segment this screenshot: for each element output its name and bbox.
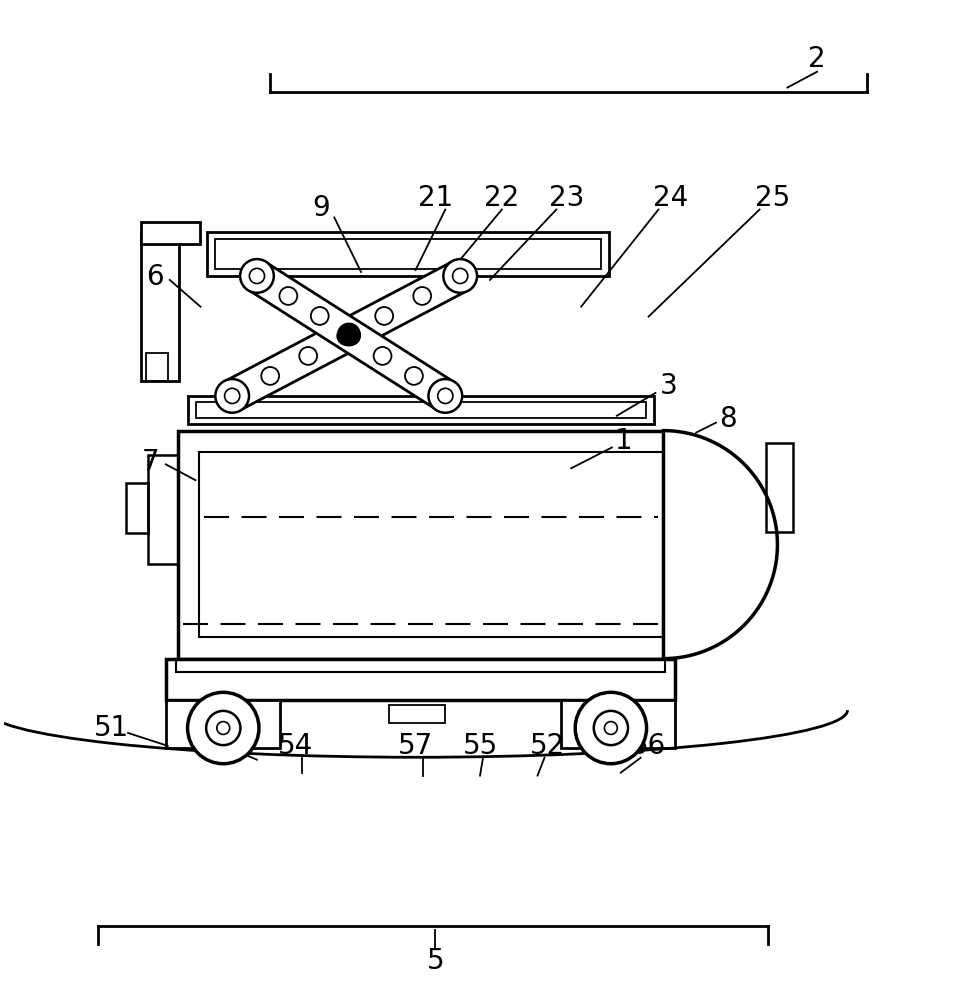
Text: 7: 7 — [142, 448, 159, 476]
Text: 51: 51 — [94, 714, 129, 742]
Text: 53: 53 — [203, 732, 238, 760]
Circle shape — [453, 268, 468, 284]
Text: 25: 25 — [755, 184, 790, 212]
Text: 6: 6 — [146, 263, 164, 291]
Bar — [765, 443, 793, 532]
Text: 55: 55 — [462, 732, 498, 760]
Text: 1: 1 — [615, 427, 633, 455]
Circle shape — [249, 268, 264, 284]
Circle shape — [299, 347, 317, 365]
Circle shape — [438, 388, 453, 403]
Text: 56: 56 — [631, 732, 666, 760]
Bar — [200, 452, 663, 637]
Text: 3: 3 — [659, 372, 677, 400]
Circle shape — [280, 287, 297, 305]
Bar — [148, 455, 178, 564]
Circle shape — [375, 307, 393, 325]
Bar — [178, 431, 663, 659]
Bar — [196, 402, 646, 418]
Circle shape — [443, 259, 477, 293]
Text: 8: 8 — [719, 405, 736, 433]
Bar — [187, 396, 653, 424]
Circle shape — [338, 324, 360, 345]
Circle shape — [405, 367, 423, 385]
Text: 24: 24 — [652, 184, 688, 212]
Polygon shape — [248, 262, 455, 410]
Text: 23: 23 — [548, 184, 584, 212]
Text: 52: 52 — [530, 732, 565, 760]
Circle shape — [593, 711, 628, 745]
Text: 54: 54 — [278, 732, 314, 760]
Circle shape — [262, 367, 279, 385]
Text: 22: 22 — [484, 184, 519, 212]
Circle shape — [575, 692, 647, 764]
Circle shape — [187, 692, 259, 764]
Circle shape — [311, 307, 329, 325]
Bar — [141, 232, 179, 381]
Circle shape — [217, 722, 230, 734]
Text: 2: 2 — [809, 45, 826, 73]
Bar — [126, 483, 148, 533]
Circle shape — [207, 711, 240, 745]
Bar — [389, 705, 445, 723]
Bar — [562, 700, 676, 748]
Circle shape — [373, 347, 392, 365]
Polygon shape — [225, 261, 468, 410]
Bar — [176, 659, 666, 672]
Circle shape — [215, 379, 249, 413]
Circle shape — [337, 327, 355, 345]
Bar — [141, 222, 201, 244]
Text: 5: 5 — [427, 947, 444, 975]
Bar — [215, 239, 601, 269]
Text: 21: 21 — [418, 184, 453, 212]
Circle shape — [413, 287, 431, 305]
Circle shape — [225, 388, 239, 403]
Circle shape — [428, 379, 462, 413]
Text: 57: 57 — [398, 732, 433, 760]
Bar — [146, 353, 168, 381]
Circle shape — [604, 722, 618, 734]
Bar — [166, 700, 280, 748]
Text: 9: 9 — [313, 194, 330, 222]
Circle shape — [343, 327, 360, 345]
Circle shape — [240, 259, 274, 293]
Bar — [166, 659, 676, 700]
Bar — [207, 232, 609, 276]
